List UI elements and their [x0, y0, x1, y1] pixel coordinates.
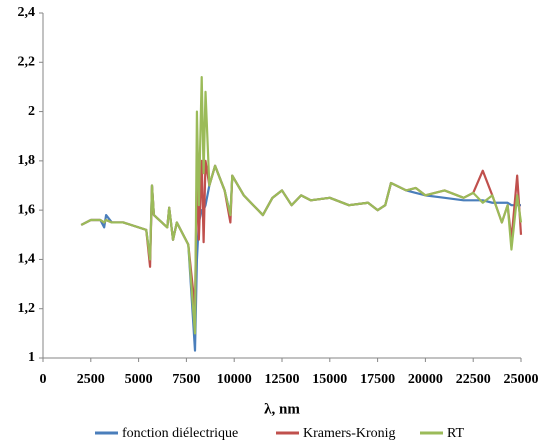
x-tick-label: 5000: [125, 372, 153, 387]
series-line: [80, 75, 523, 335]
y-tick-label: 2: [28, 104, 35, 119]
x-tick-label: 22500: [456, 372, 491, 387]
x-tick-label: 17500: [360, 372, 395, 387]
legend-label: RT: [447, 426, 464, 441]
y-tick-label: 2,2: [18, 55, 36, 70]
y-tick-label: 1,8: [18, 153, 36, 168]
legend-label: Kramers-Kronig: [303, 426, 396, 441]
x-tick-label: 10000: [217, 372, 252, 387]
x-tick-label: 25000: [504, 372, 539, 387]
y-tick-label: 1,2: [18, 301, 36, 316]
x-tick-label: 0: [40, 372, 47, 387]
x-tick-label: 20000: [408, 372, 443, 387]
x-tick-label: 7500: [172, 372, 200, 387]
y-tick-label: 1: [28, 350, 35, 365]
y-tick-label: 1,6: [18, 202, 36, 217]
x-axis-title: λ, nm: [264, 401, 300, 417]
y-tick-label: 2,4: [18, 5, 36, 20]
x-tick-label: 2500: [77, 372, 105, 387]
x-tick-label: 12500: [265, 372, 300, 387]
x-tick-label: 15000: [312, 372, 347, 387]
y-tick-label: 1,4: [18, 252, 36, 267]
legend-label: fonction diélectrique: [122, 426, 238, 441]
